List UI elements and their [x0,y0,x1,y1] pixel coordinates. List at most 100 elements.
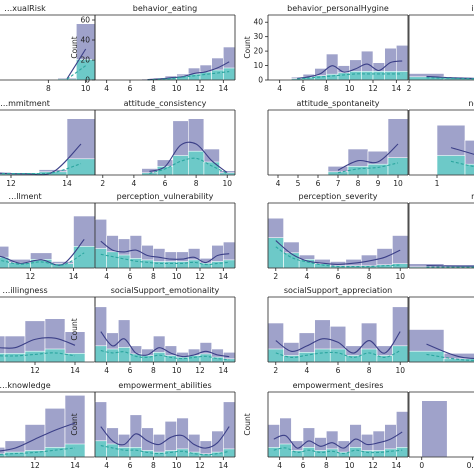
histogram-bar [94,440,107,458]
x-tick-label: 10 [345,84,355,93]
histogram-bar [302,446,315,458]
kde-curve [0,163,82,175]
histogram-bar [44,348,66,363]
histogram-bar [372,71,385,81]
x-tick-label: 8 [46,84,51,93]
histogram-bar [421,400,448,458]
subplot-title: …mmitment [0,99,50,108]
histogram-bar [199,71,212,81]
subplot-title: …llment [8,192,41,201]
histogram-bar [188,355,201,363]
kde-curve [0,239,85,266]
subplot-13: 12 14 …illingness [0,286,96,375]
x-tick-label: 4 [104,272,109,281]
y-tick-label: 20 [253,47,263,56]
histogram-bar [349,446,362,458]
subplot-title: socialSupport_appreciation [284,286,392,295]
x-tick-label: 0 [419,461,424,470]
histogram-bar [360,71,374,81]
x-tick-label: 6 [128,272,133,281]
histogram-bar [94,248,107,269]
histogram-bar [176,448,189,458]
histogram-bar [392,235,409,269]
kde-curve [0,422,76,452]
histogram-bar [141,450,154,458]
histogram-bar [153,451,166,458]
x-tick-label: 8 [194,179,199,188]
histogram-bar [106,348,119,363]
x-tick-label: 14 [219,366,229,375]
x-tick-label: 12 [30,461,40,470]
subplot-18: 4 6 8 10 12 14 empowerment_abilities Count [70,381,236,470]
x-tick-label: 12 [195,272,205,281]
x-tick-label: 2 [407,84,412,93]
histogram-bar [395,71,409,81]
kde-curve [0,352,76,357]
x-tick-label: 1 [435,179,440,188]
x-tick-label: 14 [392,461,402,470]
histogram-bar [395,446,409,458]
histogram-bar [64,443,86,458]
x-tick-label: 6 [316,179,321,188]
x-tick-label: 8 [324,84,329,93]
kde-curve [275,246,401,268]
histogram-bar [325,73,339,81]
histogram-bar [164,261,177,269]
x-tick-label: 8 [367,272,372,281]
histogram-bar [211,69,224,81]
x-tick-label: 10 [395,366,405,375]
x-tick-label: 10 [172,366,182,375]
histogram-bar [129,257,142,269]
x-tick-label: 10 [395,272,405,281]
histogram-bar [325,448,339,458]
subplot-title: empowerment_abilities [118,381,211,390]
kde-curve [100,240,230,264]
y-tick-label: 40 [80,36,90,45]
subplot-title: attitude_consistency [124,99,207,108]
x-tick-label: 7 [336,179,341,188]
x-tick-label: 10 [172,272,182,281]
histogram-bar [118,347,131,363]
histogram-bar [141,259,154,269]
x-tick-label: 12 [30,366,40,375]
histogram-bar [203,161,220,176]
x-tick-label: 4 [304,366,309,375]
histogram-bar [188,150,205,176]
x-tick-label: 14 [219,461,229,470]
x-tick-label: 4 [304,272,309,281]
kde-curve [275,240,401,265]
histogram-bar [387,157,409,176]
histogram-bar [211,356,224,363]
subplot-title: …xualRisk [4,4,46,13]
x-tick-label: 12 [195,366,205,375]
y-axis-label: Count [70,318,79,340]
x-tick-label: 6 [163,179,168,188]
y-tick-label: 60 [80,16,90,25]
y-axis-label: Count [243,413,252,435]
x-tick-label: 8 [151,84,156,93]
kde-curve [426,265,474,267]
x-tick-label: 10 [172,84,182,93]
x-tick-label: 14 [219,84,229,93]
subplot-9: 12 14 …llment [0,192,96,281]
y-tick-label: 10 [253,61,263,70]
subplot-title: empowerment_desires [293,381,384,390]
histogram-bar [223,259,236,269]
kde-curve [297,60,403,79]
x-tick-label: 14 [392,84,402,93]
histogram-bar [153,351,166,363]
x-tick-label: 10 [172,461,182,470]
x-tick-label: 4 [131,179,136,188]
histogram-bar [223,448,236,458]
x-tick-label: 8 [151,366,156,375]
x-tick-label: 12 [195,84,205,93]
x-tick-label: 10 [222,179,232,188]
x-tick-label: 14 [70,366,80,375]
x-tick-label: 4 [104,366,109,375]
subplot-title: …knowledge [0,381,51,390]
x-tick-label: 4 [277,84,282,93]
kde-curve [297,73,403,80]
histogram-bar [360,348,378,363]
histogram-bar [267,348,284,363]
